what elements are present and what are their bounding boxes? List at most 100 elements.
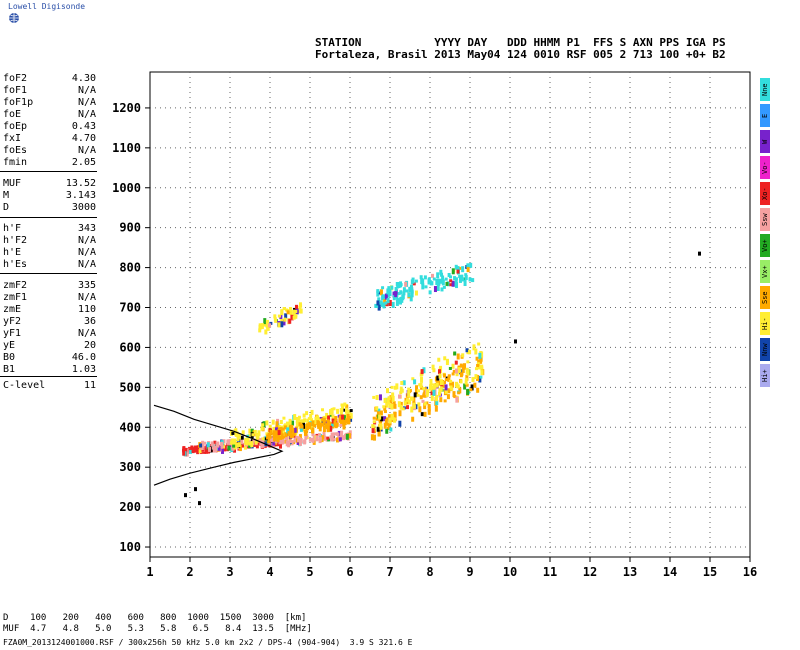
echo-point [257, 442, 261, 446]
echo-point [452, 369, 456, 373]
param-value: N/A [77, 145, 96, 156]
y-tick-label: 300 [119, 460, 141, 474]
echo-point [300, 419, 304, 424]
echo-point [226, 439, 230, 444]
echo-point [251, 433, 255, 437]
echo-point [388, 299, 392, 306]
echo-point [292, 309, 296, 315]
echo-point [477, 342, 481, 346]
param-row: foEs N/A [3, 145, 96, 157]
echo-point [372, 434, 376, 441]
echo-point [241, 444, 245, 448]
echo-point [318, 436, 322, 442]
echo-point [450, 387, 454, 391]
echo-point [280, 321, 284, 328]
echo-point [393, 385, 397, 390]
echo-point [290, 314, 294, 320]
echo-point [376, 300, 380, 306]
y-tick-label: 500 [119, 380, 141, 394]
echo-point [339, 432, 343, 436]
echo-point [460, 274, 464, 281]
echo-point [430, 390, 434, 396]
echo-point [258, 328, 262, 333]
echo-point [469, 262, 473, 268]
echo-point [298, 302, 302, 306]
echo-point [400, 388, 404, 393]
echo-point [282, 430, 286, 436]
echo-point [322, 426, 326, 433]
echo-point [260, 323, 264, 330]
echo-point [280, 309, 284, 315]
echo-point [395, 282, 399, 287]
echo-point [390, 385, 394, 389]
echo-point [305, 430, 309, 434]
echo-point [461, 353, 465, 358]
echo-point [427, 403, 431, 408]
echo-point [288, 437, 292, 442]
echo-point [476, 362, 480, 366]
param-key: foEs [3, 145, 28, 156]
echo-point [371, 427, 375, 434]
echo-point [451, 268, 455, 275]
echo-point [384, 418, 388, 424]
echo-point [320, 438, 324, 443]
echo-point [409, 284, 413, 291]
param-separator [0, 217, 97, 218]
param-key: foE [3, 109, 22, 120]
echo-point [389, 395, 393, 402]
echo-point [386, 288, 390, 295]
param-key: h'Es [3, 259, 28, 270]
echo-point [347, 415, 351, 419]
echo-point [398, 410, 402, 417]
echo-point [416, 389, 420, 393]
echo-point [418, 406, 422, 413]
echo-point [314, 416, 318, 421]
echo-point [347, 433, 351, 439]
echo-point [204, 447, 208, 454]
echo-point [319, 422, 323, 428]
echo-point [372, 416, 376, 420]
param-value: 110 [77, 304, 96, 315]
echo-point [274, 427, 278, 431]
echo-point [389, 427, 393, 432]
echo-point [308, 422, 312, 426]
echo-point [400, 380, 404, 385]
echo-point [194, 487, 197, 492]
echo-point [288, 429, 292, 434]
echo-point [321, 408, 325, 412]
echo-point [292, 431, 296, 437]
param-separator [0, 273, 97, 274]
echo-point [393, 411, 397, 415]
echo-point [377, 304, 381, 311]
param-key: foF1p [3, 97, 34, 108]
echo-point [206, 442, 210, 448]
echo-point [294, 309, 298, 313]
echo-point [466, 360, 470, 364]
echo-point [264, 329, 268, 335]
echo-point [427, 277, 431, 283]
echo-point [339, 411, 343, 416]
echo-point [258, 324, 262, 330]
echo-point [258, 323, 262, 327]
echo-point [394, 286, 398, 292]
echo-point [182, 449, 186, 456]
echo-point [279, 437, 283, 443]
echo-point [438, 373, 442, 379]
echo-point [198, 501, 201, 506]
param-key: B0 [3, 352, 16, 363]
echo-point [285, 435, 289, 441]
echo-point [431, 273, 435, 278]
echo-point [343, 433, 347, 437]
param-key: fmin [3, 157, 28, 168]
echo-point [390, 285, 394, 290]
param-value: N/A [77, 109, 96, 120]
echo-point [385, 417, 389, 421]
echo-point [275, 432, 279, 436]
echo-point [345, 433, 349, 440]
echo-point [288, 318, 292, 324]
echo-point [227, 443, 231, 447]
echo-point [386, 297, 390, 303]
echo-point [341, 418, 345, 422]
echo-point [250, 441, 254, 448]
echo-point [311, 420, 315, 427]
